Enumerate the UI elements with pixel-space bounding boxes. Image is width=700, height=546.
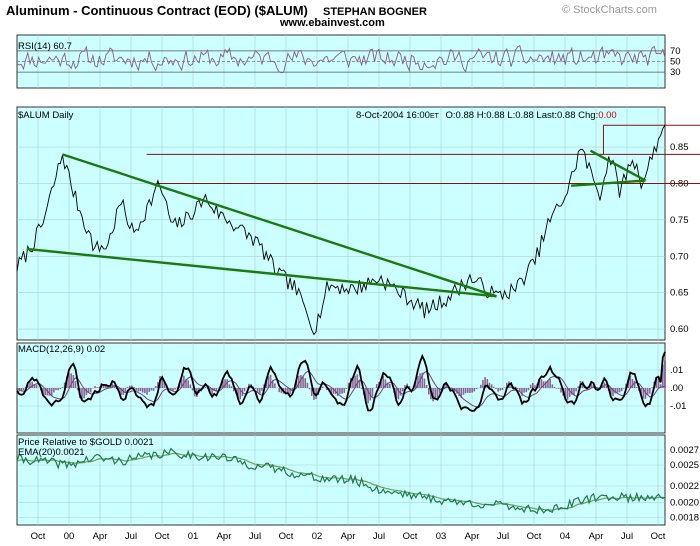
- price-frame: [16, 106, 666, 341]
- x-tick-label: Oct: [651, 531, 666, 542]
- macd-tick-label: -.01: [670, 401, 686, 412]
- x-tick-label: Oct: [403, 531, 418, 542]
- price-panel: 0.850.800.750.700.650.60: [16, 106, 700, 341]
- x-tick-label: Apr: [589, 531, 604, 542]
- ema-label-value: 0.0021: [55, 447, 84, 458]
- quote-chg-value: 0.00: [598, 110, 617, 121]
- price-tick-label: 0.85: [670, 142, 689, 153]
- price-quote: 8-Oct-2004 16:00ET O:0.88 H:0.88 L:0.88 …: [356, 110, 617, 121]
- macd-tick-label: .00: [670, 383, 683, 394]
- macd-tick-label: .01: [670, 365, 683, 376]
- x-tick-label: Jul: [249, 531, 261, 542]
- rsi-label: RSI(14) 60.7: [18, 41, 72, 52]
- relative-tick-label: 0.0022: [670, 481, 699, 492]
- rel-frame: [16, 434, 666, 526]
- price-trendline: [589, 149, 647, 182]
- relative-tick-label: 0.0027: [670, 445, 699, 456]
- price-trendline: [61, 153, 497, 298]
- chart-title: Aluminum - Continuous Contract (EOD) ($A…: [6, 3, 308, 18]
- rsi-tick-label: 50: [670, 57, 681, 68]
- quote-chg-label: Chg:: [578, 110, 598, 121]
- x-tick-label: Oct: [527, 531, 542, 542]
- ema-label-name: EMA(20): [18, 447, 55, 458]
- macd-label-value: 0.02: [87, 344, 106, 355]
- macd-panel: .01 .00 -.01: [16, 342, 686, 434]
- quote-low: L:0.88: [507, 110, 533, 121]
- x-tick-label: 04: [560, 531, 571, 542]
- price-tick-label: 0.60: [670, 324, 689, 335]
- relative-tick-label: 0.0020: [670, 498, 699, 509]
- rsi-label-name: RSI(14): [18, 41, 51, 52]
- x-tick-label: Oct: [279, 531, 294, 542]
- quote-high: H:0.88: [477, 110, 505, 121]
- x-tick-label: Apr: [465, 531, 480, 542]
- macd-label-name: MACD(12,26,9): [18, 344, 84, 355]
- stockcharts-brand: © StockCharts.com: [562, 4, 657, 16]
- x-axis: Oct 00 Apr Jul Oct 01 Apr Jul Oct 02 Apr Jul Oct 03 Ap…: [31, 531, 666, 542]
- x-tick-label: Oct: [31, 531, 46, 542]
- price-tick-label: 0.65: [670, 288, 689, 299]
- relative-line: [16, 447, 666, 515]
- x-tick-label: 03: [436, 531, 447, 542]
- rsi-line: [16, 44, 666, 74]
- quote-date: 8-Oct-2004 16:00: [356, 110, 430, 121]
- price-trendline: [570, 179, 646, 187]
- x-tick-label: 02: [312, 531, 323, 542]
- x-tick-label: Jul: [497, 531, 509, 542]
- macd-line: [16, 351, 666, 412]
- price-trendline: [26, 247, 497, 298]
- rsi-tick-label: 70: [670, 46, 681, 57]
- x-tick-label: Jul: [125, 531, 137, 542]
- price-tick-label: 0.75: [670, 215, 689, 226]
- price-line: [16, 124, 666, 336]
- x-tick-label: Apr: [341, 531, 356, 542]
- relative-label-value: 0.0021: [125, 437, 154, 448]
- x-tick-label: Jul: [373, 531, 385, 542]
- price-label: $ALUM Daily: [18, 110, 74, 121]
- chart-author: STEPHAN BOGNER: [323, 6, 427, 18]
- relative-tick-label: 0.0018: [670, 513, 699, 524]
- relative-panel: 0.0027 0.0025 0.0022 0.0020 0.0018: [16, 434, 699, 526]
- x-tick-label: Apr: [217, 531, 232, 542]
- relative-tick-label: 0.0025: [670, 460, 699, 471]
- macd-label: MACD(12,26,9) 0.02: [18, 344, 105, 355]
- ema-label: EMA(20)0.0021: [18, 447, 85, 458]
- rsi-tick-label: 30: [670, 67, 681, 78]
- relative-label: Price Relative to $GOLD 0.0021: [18, 437, 154, 448]
- x-tick-label: 00: [64, 531, 75, 542]
- quote-last: Last:0.88: [536, 110, 575, 121]
- chart-website: www.ebainvest.com: [279, 17, 385, 29]
- x-tick-label: Apr: [93, 531, 108, 542]
- rsi-label-value: 60.7: [53, 41, 72, 52]
- x-tick-label: 01: [188, 531, 199, 542]
- relative-label-name: Price Relative to $GOLD: [18, 437, 122, 448]
- x-tick-label: Oct: [155, 531, 170, 542]
- quote-open: O:0.88: [446, 110, 475, 121]
- price-tick-label: 0.70: [670, 251, 689, 262]
- x-tick-label: Jul: [621, 531, 633, 542]
- quote-tz: ET: [430, 113, 440, 120]
